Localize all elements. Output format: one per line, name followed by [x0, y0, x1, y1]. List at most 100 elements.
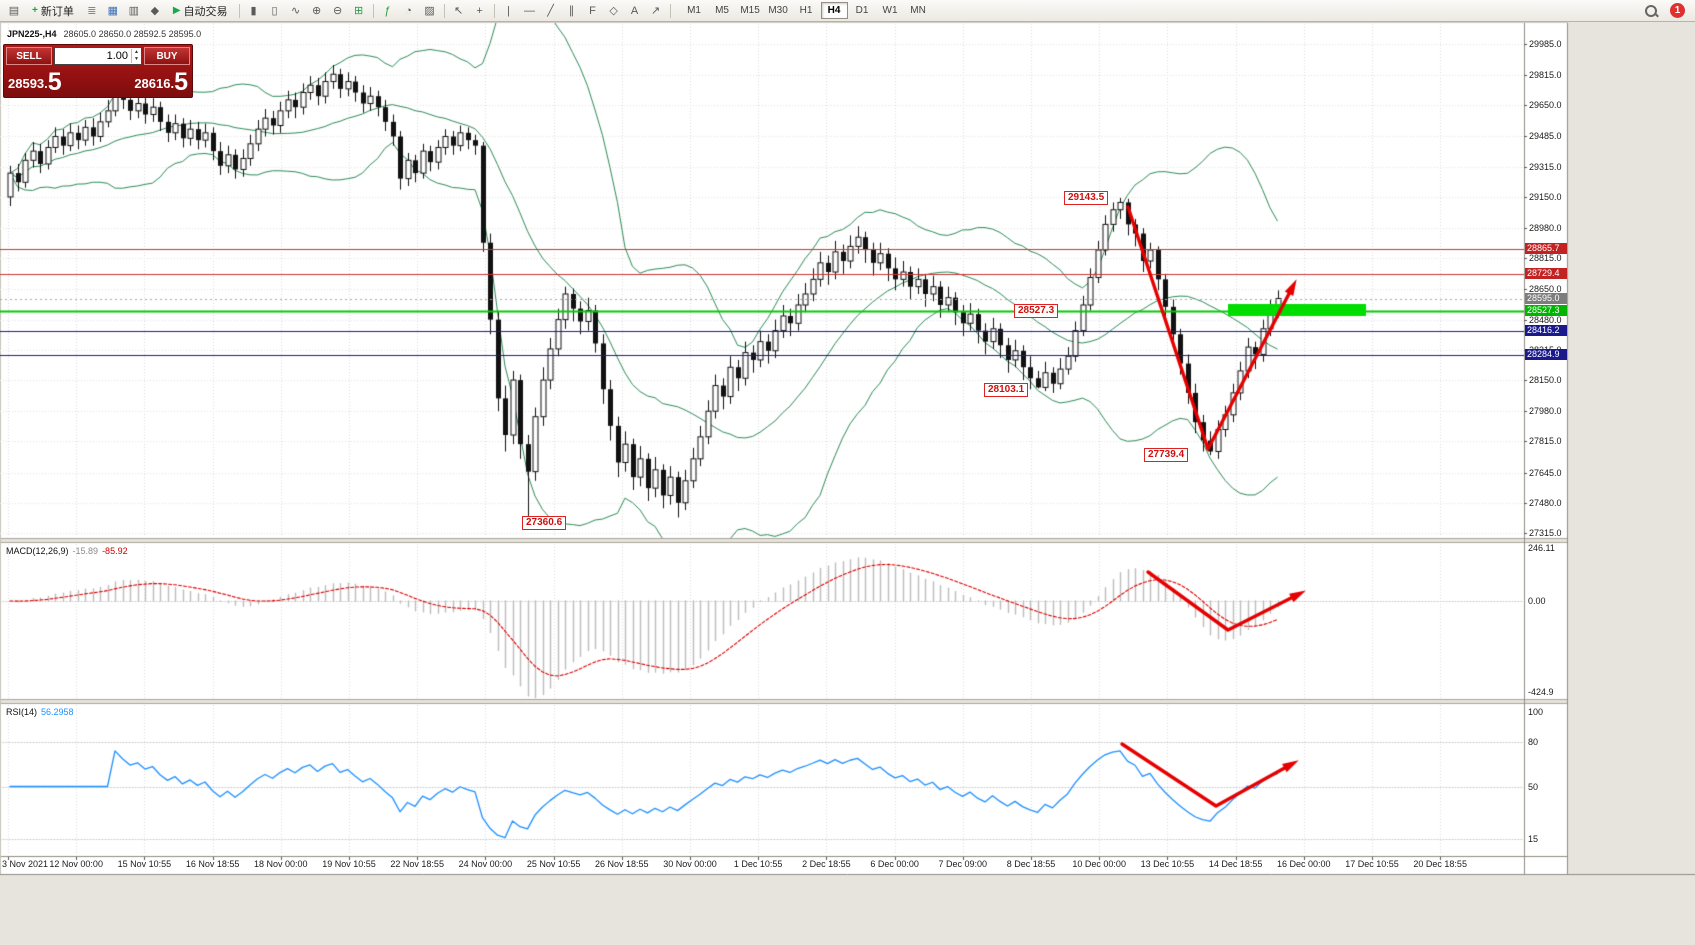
navigator-icon[interactable]: ◆ [150, 5, 160, 17]
one-click-trading-panel: SELL ▲▼ BUY 28593.5 28616.5 [3, 44, 193, 98]
candlestick-chart-icon[interactable]: ▯ [271, 5, 278, 17]
new-order-plus-icon: + [32, 5, 38, 16]
price-axis-tick: 29815.0 [1529, 70, 1562, 81]
timeframe-button-m5[interactable]: M5 [709, 2, 736, 19]
time-axis-label: 24 Nov 00:00 [458, 859, 513, 869]
time-axis-label: 26 Nov 18:55 [595, 859, 649, 869]
price-axis-tick: 27815.0 [1529, 436, 1562, 447]
buy-price-big-digit: 5 [174, 68, 188, 96]
price-axis-badge: 28284.9 [1525, 349, 1567, 361]
rsi-name: RSI(14) [6, 707, 38, 717]
timeframe-button-m30[interactable]: M30 [765, 2, 792, 19]
price-axis-tick: 29985.0 [1529, 39, 1562, 49]
main-toolbar: ▤ + 新订单 ≣ ▦ ▥ ◆ ▶ 自动交易 ▮ ▯ ∿ ⊕ ⊖ ⊞ ƒ ◔ ▨… [0, 0, 1695, 22]
price-axis-tick: 27980.0 [1529, 406, 1562, 417]
timeframe-group: M1 M5 M15 M30 H1 H4 D1 W1 MN [681, 2, 932, 19]
timeframe-button-m1[interactable]: M1 [681, 2, 708, 19]
line-chart-icon[interactable]: ∿ [290, 5, 301, 17]
price-axis-tick: 27645.0 [1529, 467, 1562, 478]
toolbar-separator [238, 3, 240, 18]
shapes-icon[interactable]: ◇ [609, 5, 618, 17]
new-order-button[interactable]: + 新订单 [25, 2, 81, 20]
zoom-in-icon[interactable]: ⊕ [311, 5, 322, 17]
trendline-icon[interactable]: ╱ [547, 5, 554, 17]
spin-up-icon[interactable]: ▲ [134, 49, 139, 55]
chart-page-icon[interactable]: ▤ [8, 5, 20, 17]
time-axis-label: 3 Nov 2021 [2, 859, 49, 869]
sell-price-big-digit: 5 [47, 68, 62, 96]
time-axis-label: 15 Nov 10:55 [117, 859, 172, 869]
text-tool-icon[interactable]: A [630, 4, 639, 17]
time-axis-label: 13 Dec 10:55 [1140, 859, 1195, 869]
volume-input[interactable] [55, 50, 131, 62]
time-axis-label: 1 Dec 10:55 [733, 859, 783, 869]
periods-icon[interactable]: ◔ [405, 4, 412, 17]
spin-down-icon[interactable]: ▼ [134, 56, 139, 62]
sell-button[interactable]: SELL [6, 47, 52, 65]
tile-windows-icon[interactable]: ⊞ [353, 5, 364, 17]
price-axis-badge: 28595.0 [1525, 292, 1567, 304]
rsi-axis-label: 100 [1528, 706, 1544, 717]
volume-field[interactable]: ▲▼ [54, 47, 142, 65]
price-axis-badge: 28527.3 [1525, 304, 1567, 316]
macd-axis-label: -424.9 [1528, 687, 1554, 698]
indicators-icon[interactable]: ƒ [384, 4, 391, 17]
time-axis-label: 19 Nov 10:55 [322, 859, 376, 869]
market-watch-icon[interactable]: ▦ [107, 5, 119, 17]
cursor-icon[interactable]: ↖ [453, 5, 464, 17]
buy-button[interactable]: BUY [144, 47, 190, 65]
time-axis-label: 14 Dec 18:55 [1208, 859, 1263, 869]
timeframe-button-d1[interactable]: D1 [849, 2, 876, 19]
rsi-axis-label: 15 [1528, 834, 1539, 844]
time-axis-label: 16 Nov 18:55 [185, 859, 240, 869]
channel-icon[interactable]: ∥ [568, 5, 575, 17]
time-axis-label: 7 Dec 09:00 [938, 859, 988, 869]
symbol-ohlc-values: 28605.0 28650.0 28592.5 28595.0 [63, 29, 202, 39]
price-axis-tick: 28650.0 [1529, 283, 1562, 294]
bar-chart-icon[interactable]: ▮ [250, 5, 257, 17]
search-icon[interactable] [1643, 3, 1659, 19]
toolbar-separator [669, 3, 671, 18]
price-axis-badge: 28416.2 [1525, 325, 1567, 337]
buy-price[interactable]: 28616. 5 [134, 70, 188, 95]
auto-trading-label: 自动交易 [183, 5, 228, 18]
horizontal-line-icon[interactable]: — [524, 4, 536, 17]
fibonacci-icon[interactable]: F [589, 4, 596, 17]
price-axis-tick: 29650.0 [1529, 100, 1562, 111]
time-axis[interactable]: 3 Nov 2021 12 Nov 00:00 15 Nov 10:55 16 Nov… [0, 858, 1524, 874]
timeframe-button-mn[interactable]: MN [905, 2, 932, 19]
templates-icon[interactable]: ▨ [424, 5, 435, 17]
price-axis[interactable]: 29985.0 29815.0 29650.0 29485.0 29315.0 29150… [1524, 22, 1568, 857]
time-axis-label: 22 Nov 18:55 [390, 859, 444, 869]
timeframe-button-w1[interactable]: W1 [877, 2, 904, 19]
history-center-icon[interactable]: ≣ [87, 5, 97, 17]
data-window-icon[interactable]: ▥ [128, 5, 140, 17]
timeframe-button-h4[interactable]: H4 [820, 2, 848, 19]
price-axis-tick: 27315.0 [1529, 528, 1562, 538]
vertical-line-icon[interactable]: | [507, 4, 510, 17]
arrow-tool-icon[interactable]: ↗ [650, 5, 661, 17]
zoom-out-icon[interactable]: ⊖ [332, 5, 343, 17]
time-axis-label: 17 Dec 10:55 [1345, 859, 1399, 869]
time-axis-label: 12 Nov 00:00 [49, 859, 103, 869]
timeframe-button-h1[interactable]: H1 [793, 2, 820, 19]
price-axis-badge: 28729.4 [1525, 267, 1567, 279]
time-axis-label: 30 Nov 00:00 [663, 859, 717, 869]
sell-price[interactable]: 28593. 5 [8, 70, 62, 95]
time-axis-label: 25 Nov 10:55 [526, 859, 581, 869]
auto-trading-button[interactable]: ▶ 自动交易 [166, 2, 235, 20]
price-axis-tick: 28480.0 [1529, 314, 1562, 325]
notification-badge[interactable]: 1 [1670, 3, 1685, 18]
price-axis-tick: 29150.0 [1529, 191, 1562, 202]
volume-spinner[interactable]: ▲ ▼ [131, 49, 141, 63]
time-axis-label: 8 Dec 18:55 [1006, 859, 1056, 869]
timeframe-button-m15[interactable]: M15 [737, 2, 764, 19]
price-axis-tick: 29485.0 [1529, 130, 1562, 141]
autotrading-play-icon: ▶ [172, 5, 181, 16]
time-axis-label: 6 Dec 00:00 [870, 859, 919, 869]
price-axis-tick: 27480.0 [1529, 497, 1562, 508]
toolbar-separator [493, 3, 495, 18]
crosshair-icon[interactable]: + [476, 4, 483, 17]
price-axis-tick: 29315.0 [1529, 161, 1562, 172]
